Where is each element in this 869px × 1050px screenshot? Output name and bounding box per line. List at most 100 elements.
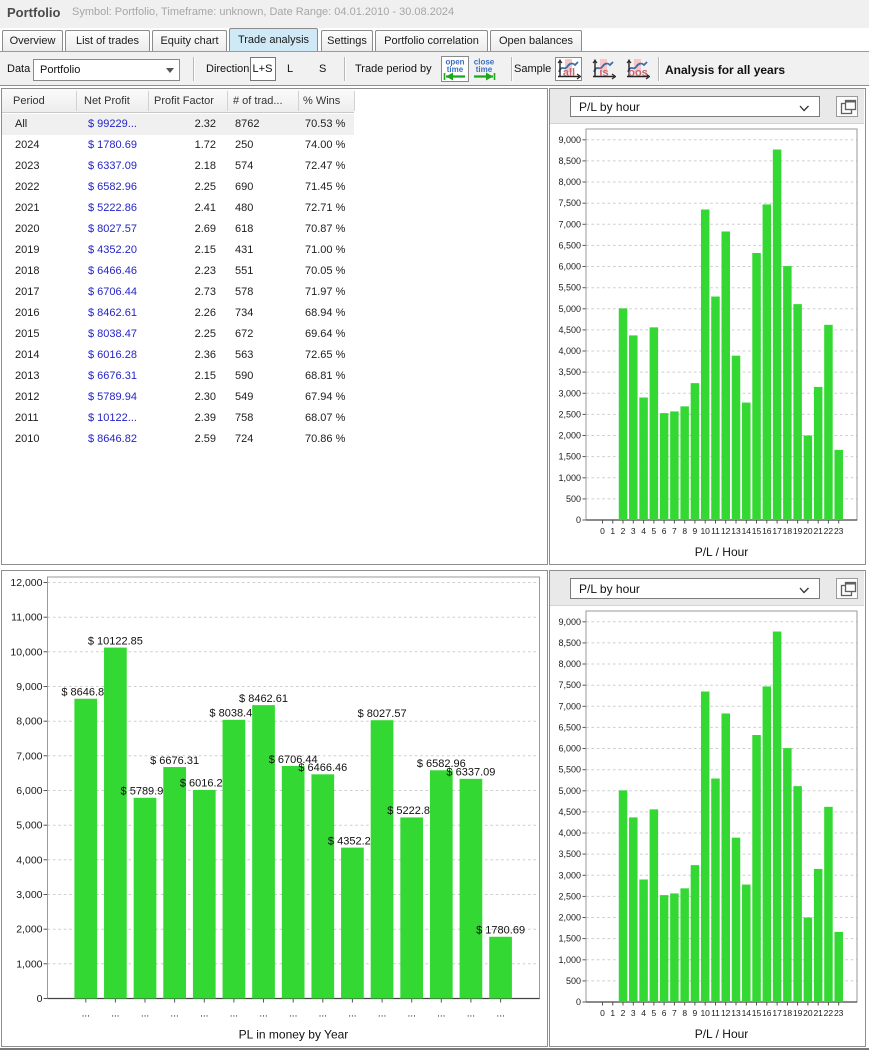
svg-text:0: 0 [576, 515, 581, 525]
svg-text:...: ... [82, 1009, 90, 1020]
svg-text:$ 10122.85: $ 10122.85 [88, 635, 143, 647]
svg-text:...: ... [141, 1009, 149, 1020]
svg-text:3: 3 [631, 1008, 636, 1018]
svg-text:$ 8646.82: $ 8646.82 [61, 687, 110, 699]
svg-text:15: 15 [752, 526, 762, 536]
svg-text:4,500: 4,500 [558, 807, 581, 817]
svg-text:7: 7 [672, 526, 677, 536]
svg-text:19: 19 [793, 526, 803, 536]
svg-text:...: ... [230, 1009, 238, 1020]
svg-text:...: ... [467, 1009, 475, 1020]
svg-text:11,000: 11,000 [11, 612, 42, 624]
svg-text:21: 21 [813, 526, 823, 536]
svg-text:4,500: 4,500 [558, 325, 581, 335]
svg-text:open: open [445, 58, 464, 67]
svg-text:...: ... [408, 1009, 416, 1020]
svg-text:10: 10 [700, 1008, 710, 1018]
svg-text:5,500: 5,500 [558, 283, 581, 293]
svg-text:5,000: 5,000 [558, 786, 581, 796]
svg-text:P/L / Hour: P/L / Hour [695, 1027, 749, 1041]
svg-text:...: ... [289, 1009, 297, 1020]
svg-text:6,500: 6,500 [558, 722, 581, 732]
svg-text:2: 2 [621, 1008, 626, 1018]
svg-text:0: 0 [600, 1008, 605, 1018]
svg-text:5,000: 5,000 [558, 304, 581, 314]
svg-text:2,000: 2,000 [558, 913, 581, 923]
svg-text:10: 10 [700, 526, 710, 536]
svg-text:5,500: 5,500 [558, 765, 581, 775]
svg-text:3,000: 3,000 [558, 388, 581, 398]
svg-text:$ 1780.69: $ 1780.69 [476, 925, 525, 937]
svg-text:8,000: 8,000 [558, 659, 581, 669]
svg-text:4: 4 [641, 526, 646, 536]
svg-text:23: 23 [834, 526, 844, 536]
svg-text:9,000: 9,000 [558, 617, 581, 627]
svg-text:3,500: 3,500 [558, 367, 581, 377]
svg-text:$ 6582.96: $ 6582.96 [417, 758, 466, 770]
svg-text:22: 22 [824, 526, 834, 536]
svg-text:...: ... [170, 1009, 178, 1020]
svg-text:6,500: 6,500 [558, 240, 581, 250]
svg-text:time: time [447, 65, 464, 74]
svg-text:18: 18 [783, 1008, 793, 1018]
svg-text:2,000: 2,000 [558, 431, 581, 441]
svg-text:5: 5 [652, 1008, 657, 1018]
svg-text:18: 18 [783, 526, 793, 536]
svg-text:6: 6 [662, 1008, 667, 1018]
svg-text:$ 6676.31: $ 6676.31 [150, 755, 199, 767]
svg-text:7,500: 7,500 [558, 680, 581, 690]
svg-text:14: 14 [742, 1008, 752, 1018]
svg-text:20: 20 [803, 1008, 813, 1018]
svg-text:3: 3 [631, 526, 636, 536]
svg-text:$ 8462.61: $ 8462.61 [239, 693, 288, 705]
svg-text:4,000: 4,000 [16, 854, 42, 866]
svg-text:21: 21 [813, 1008, 823, 1018]
svg-text:$ 6337.09: $ 6337.09 [446, 767, 495, 779]
svg-text:2,000: 2,000 [16, 924, 42, 936]
svg-text:7,000: 7,000 [558, 219, 581, 229]
svg-text:8: 8 [682, 1008, 687, 1018]
svg-text:16: 16 [762, 526, 772, 536]
svg-text:11: 11 [711, 526, 720, 536]
svg-text:oos: oos [628, 67, 648, 79]
svg-text:7: 7 [672, 1008, 677, 1018]
svg-text:500: 500 [566, 494, 581, 504]
svg-text:1: 1 [610, 1008, 615, 1018]
svg-text:4,000: 4,000 [558, 346, 581, 356]
svg-text:14: 14 [742, 526, 752, 536]
svg-text:500: 500 [566, 976, 581, 986]
svg-text:1,000: 1,000 [16, 958, 42, 970]
svg-text:17: 17 [772, 526, 782, 536]
svg-text:$ 6016.28: $ 6016.28 [180, 778, 229, 790]
svg-text:23: 23 [834, 1008, 844, 1018]
svg-text:11: 11 [711, 1008, 720, 1018]
svg-text:13: 13 [731, 1008, 741, 1018]
svg-text:10,000: 10,000 [10, 646, 42, 658]
svg-text:22: 22 [824, 1008, 834, 1018]
svg-text:8,500: 8,500 [558, 156, 581, 166]
svg-text:3,000: 3,000 [16, 889, 42, 901]
svg-text:2: 2 [621, 526, 626, 536]
svg-text:8: 8 [682, 526, 687, 536]
svg-text:$ 6706.44: $ 6706.44 [269, 754, 318, 766]
svg-text:8,000: 8,000 [558, 177, 581, 187]
svg-text:12: 12 [721, 526, 731, 536]
svg-text:0: 0 [576, 997, 581, 1007]
svg-text:1,000: 1,000 [558, 955, 581, 965]
svg-text:6,000: 6,000 [16, 785, 42, 797]
svg-text:1,500: 1,500 [558, 934, 581, 944]
svg-text:P/L / Hour: P/L / Hour [695, 545, 749, 559]
svg-text:is: is [599, 67, 608, 79]
svg-text:4,000: 4,000 [558, 828, 581, 838]
svg-text:5: 5 [652, 526, 657, 536]
svg-text:$ 8027.57: $ 8027.57 [358, 708, 407, 720]
svg-text:13: 13 [731, 526, 741, 536]
svg-text:17: 17 [772, 1008, 782, 1018]
svg-text:8,500: 8,500 [558, 638, 581, 648]
svg-text:9: 9 [693, 526, 698, 536]
svg-text:3,000: 3,000 [558, 870, 581, 880]
svg-text:$ 4352.20: $ 4352.20 [328, 835, 377, 847]
svg-text:0: 0 [37, 993, 43, 1005]
svg-text:15: 15 [752, 1008, 762, 1018]
svg-text:9: 9 [693, 1008, 698, 1018]
